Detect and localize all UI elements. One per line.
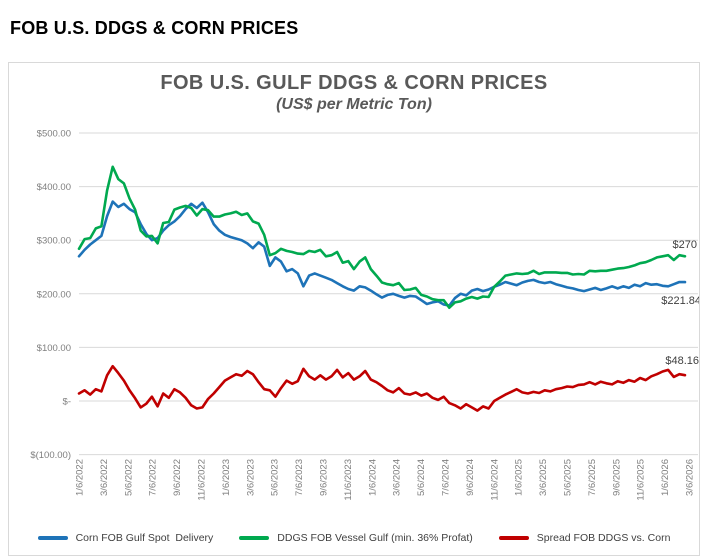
y-tick-label: $500.00 <box>37 129 71 140</box>
x-tick-label: 3/6/2026 <box>685 459 696 496</box>
x-tick-label: 5/6/2023 <box>270 459 281 496</box>
legend-swatch-spread-line <box>498 535 529 541</box>
x-tick-label: 3/6/2022 <box>99 459 110 496</box>
x-tick-label: 3/6/2023 <box>245 459 256 496</box>
x-tick-label: 7/6/2025 <box>587 459 598 496</box>
x-tick-label: 11/6/2024 <box>489 459 500 501</box>
legend-swatch-ddgs-line <box>239 535 270 541</box>
legend-swatch-corn-line <box>37 535 68 541</box>
axis-labels-layer: $500.00 $400.00 $300.00 $200.00 $100.00 $- $(1… <box>30 129 695 501</box>
x-tick-label: 5/6/2022 <box>123 459 134 496</box>
x-tick-label: 9/6/2023 <box>319 459 330 496</box>
corn-end-value-label: $221.84 <box>661 295 699 307</box>
x-tick-label: 9/6/2024 <box>465 459 476 496</box>
y-tick-label: $200.00 <box>37 289 71 300</box>
x-tick-label: 1/6/2026 <box>660 459 671 496</box>
gridlines-layer <box>79 132 698 456</box>
x-tick-label: 1/6/2023 <box>221 459 232 496</box>
legend-label-corn: Corn FOB Gulf Spot Delivery <box>75 532 214 544</box>
corn-line <box>77 200 687 307</box>
y-tick-label: $100.00 <box>37 343 71 354</box>
y-tick-label: $- <box>63 397 71 408</box>
x-tick-label: 1/6/2024 <box>367 459 378 496</box>
x-tick-label: 11/6/2025 <box>636 459 647 501</box>
chart-legend: Corn FOB Gulf Spot Delivery DDGS FOB Ves… <box>9 532 699 544</box>
y-tick-label: $(100.00) <box>30 450 71 461</box>
price-chart-plot: $500.00 $400.00 $300.00 $200.00 $100.00 $- $(1… <box>30 129 699 501</box>
legend-item-spread: Spread FOB DDGS vs. Corn <box>498 532 671 544</box>
spread-end-value-label: $48.16 <box>665 355 699 367</box>
x-tick-label: 3/6/2024 <box>392 459 403 496</box>
x-tick-label: 9/6/2022 <box>172 459 183 496</box>
chart-card: FOB U.S. GULF DDGS & CORN PRICES (US$ pe… <box>8 62 700 556</box>
x-tick-label: 11/6/2023 <box>343 459 354 501</box>
ddgs-line <box>77 165 687 309</box>
y-tick-label: $300.00 <box>37 236 71 247</box>
page-title: FOB U.S. DDGS & CORN PRICES <box>10 18 299 39</box>
x-tick-label: 5/6/2025 <box>563 459 574 496</box>
legend-label-ddgs: DDGS FOB Vessel Gulf (min. 36% Profat) <box>277 532 473 544</box>
series-lines-layer <box>77 165 687 412</box>
legend-item-ddgs: DDGS FOB Vessel Gulf (min. 36% Profat) <box>239 532 473 544</box>
y-tick-label: $400.00 <box>37 182 71 193</box>
x-tick-label: 1/6/2022 <box>75 459 86 496</box>
x-tick-label: 7/6/2023 <box>294 459 305 496</box>
chart-subtitle: (US$ per Metric Ton) <box>276 96 432 113</box>
x-tick-label: 1/6/2025 <box>514 459 525 496</box>
x-tick-label: 3/6/2025 <box>538 459 549 496</box>
legend-label-spread: Spread FOB DDGS vs. Corn <box>536 532 671 544</box>
chart-title: FOB U.S. GULF DDGS & CORN PRICES <box>160 72 548 94</box>
legend-item-corn: Corn FOB Gulf Spot Delivery <box>37 532 214 544</box>
x-tick-label: 5/6/2024 <box>416 459 427 496</box>
ddgs-end-value-label: $270 <box>673 239 697 251</box>
x-tick-label: 7/6/2022 <box>148 459 159 496</box>
x-tick-label: 9/6/2025 <box>611 459 622 496</box>
x-tick-label: 11/6/2022 <box>197 459 208 501</box>
spread-line <box>77 364 687 412</box>
x-tick-label: 7/6/2024 <box>441 459 452 496</box>
